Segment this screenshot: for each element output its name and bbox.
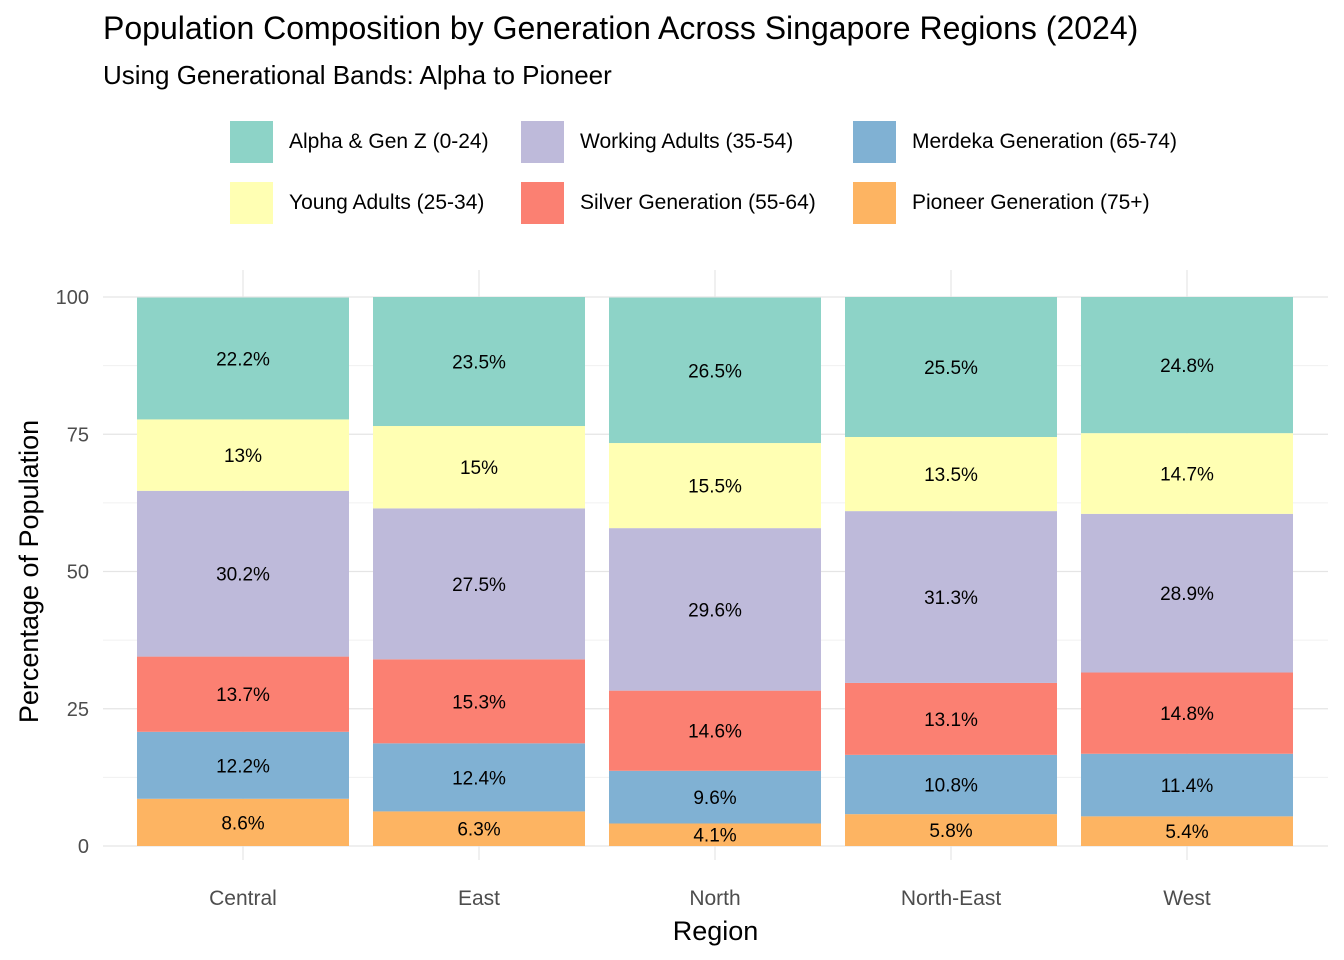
x-tick-label: North	[689, 887, 740, 910]
bar-segment	[1081, 753, 1293, 817]
bar-segment	[373, 508, 585, 660]
legend-swatch	[230, 182, 273, 224]
bar-segment	[845, 754, 1057, 815]
bar-segment	[609, 443, 821, 529]
data-label: 11.4%	[1161, 776, 1214, 797]
data-label: 8.6%	[221, 813, 264, 834]
y-axis-title: Percentage of Population	[14, 420, 44, 723]
data-label: 10.8%	[924, 776, 978, 797]
data-label: 23.5%	[452, 353, 506, 374]
legend-swatch	[521, 121, 564, 163]
data-label: 5.4%	[1165, 822, 1208, 843]
bar-segment	[137, 297, 349, 420]
bar-segment	[373, 659, 585, 744]
bar-segment	[373, 297, 585, 427]
bar-segment	[845, 814, 1057, 846]
data-labels: 8.6% 6.3% 4.1% 5.8% 5.4% 12.2% 12.4% 9.6% 10.8% 1…	[216, 349, 1214, 846]
legend-item-working-adults: Working Adults (35-54)	[521, 121, 793, 163]
bar-segment	[137, 798, 349, 846]
chart-subtitle: Using Generational Bands: Alpha to Pione…	[103, 60, 612, 90]
bars	[137, 297, 1293, 846]
data-label: 15.3%	[452, 692, 506, 713]
data-label: 25.5%	[924, 358, 978, 379]
bar-segment	[845, 511, 1057, 683]
data-label: 27.5%	[452, 575, 506, 596]
x-tick-label: West	[1163, 887, 1211, 910]
legend-item-pioneer-generation: Pioneer Generation (75+)	[853, 182, 1150, 224]
legend: Alpha & Gen Z (0-24) Young Adults (25-34…	[0, 0, 1344, 240]
bar-segment	[609, 528, 821, 691]
data-label: 12.2%	[216, 756, 270, 777]
bar-segment	[137, 419, 349, 491]
bar-segment	[845, 297, 1057, 437]
y-tick-label: 100	[56, 287, 89, 309]
bar-segment	[373, 426, 585, 509]
data-label: 13%	[224, 446, 262, 467]
y-tick-label: 50	[67, 562, 89, 584]
data-label: 4.1%	[693, 826, 736, 847]
legend-swatch	[853, 121, 896, 163]
data-label: 26.5%	[688, 361, 742, 382]
y-tick-label: 75	[67, 424, 89, 446]
x-tick-label: North-East	[901, 887, 1002, 910]
data-label: 28.9%	[1160, 584, 1214, 605]
legend-label: Young Adults (25-34)	[289, 191, 485, 214]
bar-segment	[1081, 672, 1293, 754]
legend-item-merdeka-generation: Merdeka Generation (65-74)	[853, 121, 1177, 163]
data-label: 15%	[460, 458, 498, 479]
legend-label: Alpha & Gen Z (0-24)	[289, 130, 489, 153]
legend-swatch	[853, 182, 896, 224]
bar-segment	[373, 811, 585, 846]
data-label: 14.7%	[1160, 465, 1214, 486]
bar-segment	[137, 656, 349, 732]
bar-segment	[137, 490, 349, 657]
legend-label: Silver Generation (55-64)	[580, 191, 816, 214]
data-label: 22.2%	[216, 349, 270, 370]
x-tick-label: Central	[209, 887, 277, 910]
data-label: 13.7%	[216, 685, 270, 706]
bar-segment	[609, 823, 821, 846]
legend-item-young-adults: Young Adults (25-34)	[230, 182, 484, 224]
data-label: 9.6%	[693, 788, 736, 809]
legend-item-alpha-genz: Alpha & Gen Z (0-24)	[230, 121, 489, 163]
chart-title: Population Composition by Generation Acr…	[103, 10, 1139, 46]
bar-segment	[609, 297, 821, 444]
bar-segment	[609, 770, 821, 824]
legend-swatch	[521, 182, 564, 224]
data-label: 6.3%	[457, 820, 500, 841]
legend-swatch	[230, 121, 273, 163]
bar-segment	[1081, 816, 1293, 846]
bar-segment	[1081, 513, 1293, 673]
legend-item-silver-generation: Silver Generation (55-64)	[521, 182, 816, 224]
bar-segment	[1081, 297, 1293, 434]
data-label: 13.1%	[924, 710, 978, 731]
legend-label: Working Adults (35-54)	[580, 130, 794, 153]
bar-segment	[137, 731, 349, 799]
data-label: 12.4%	[452, 768, 506, 789]
data-label: 5.8%	[929, 821, 972, 842]
data-label: 13.5%	[924, 465, 978, 486]
bar-segment	[609, 690, 821, 771]
y-tick-label: 0	[78, 836, 89, 858]
axes: 0 25 50 75 100 Central East North North-East West…	[14, 287, 1211, 946]
bar-segment	[1081, 433, 1293, 514]
data-label: 31.3%	[924, 588, 978, 609]
data-label: 29.6%	[688, 600, 742, 621]
bar-segment	[373, 743, 585, 812]
x-axis-title: Region	[673, 916, 759, 946]
legend-label: Merdeka Generation (65-74)	[912, 130, 1177, 153]
data-label: 30.2%	[216, 565, 270, 586]
data-label: 14.8%	[1160, 704, 1214, 725]
legend-label: Pioneer Generation (75+)	[912, 191, 1150, 214]
data-label: 24.8%	[1160, 356, 1214, 377]
bar-segment	[845, 682, 1057, 755]
data-label: 14.6%	[688, 722, 742, 743]
y-tick-label: 25	[67, 699, 89, 721]
data-label: 15.5%	[688, 477, 742, 498]
bar-segment	[845, 436, 1057, 512]
x-tick-label: East	[458, 887, 500, 910]
